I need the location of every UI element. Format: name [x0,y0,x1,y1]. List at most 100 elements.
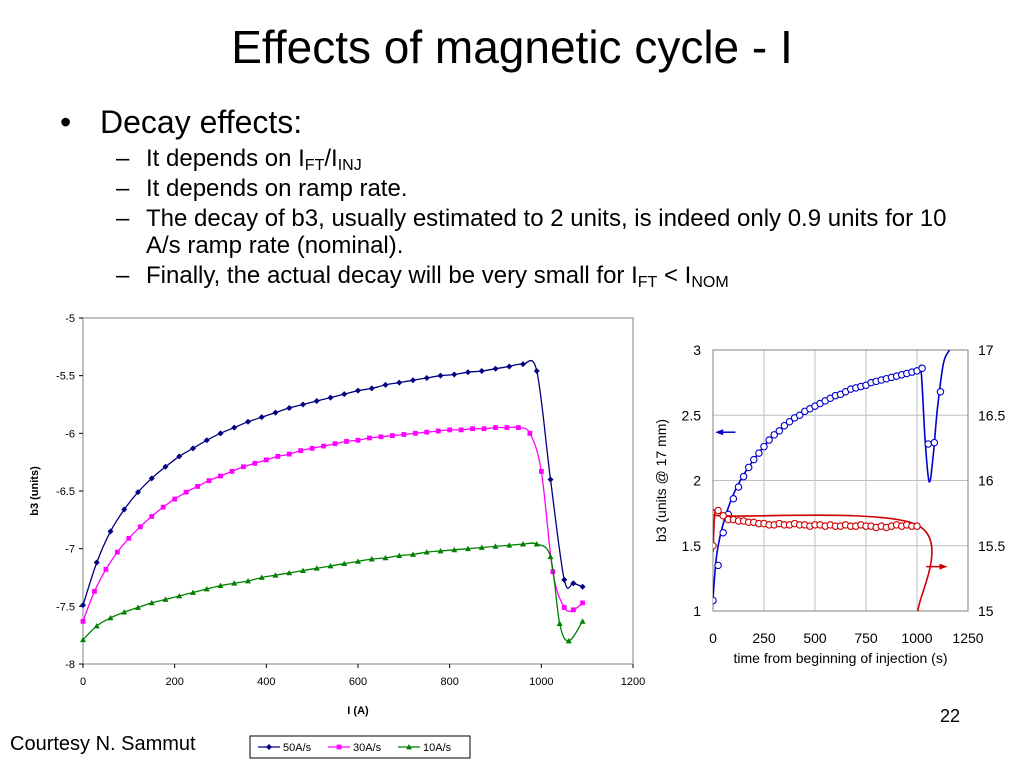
y-axis-title: b3 (units @ 17 mm) [653,419,669,542]
data-point [80,618,86,624]
data-point [930,438,939,447]
series-line [713,509,933,611]
data-point [355,558,361,564]
data-point [744,463,753,472]
series-50A/s [80,359,586,609]
sub-bullet-2: – It depends on ramp rate. [60,175,980,202]
x-tick-label: 1250 [952,630,983,646]
y-axis-title: b3 (units) [29,466,41,516]
courtesy-credit: Courtesy N. Sammut [10,733,196,755]
data-point [579,618,586,624]
series-left-axis [713,350,951,605]
data-point [470,426,475,432]
x-tick-label: 800 [440,676,458,688]
data-point [114,549,120,555]
data-point [92,588,97,594]
y-tick-label: 3 [693,342,701,358]
data-point [183,489,189,495]
y-tick-label: -8 [65,659,75,671]
data-point [561,605,567,610]
series-30A/s [80,425,585,624]
y-tick-label: 2.5 [682,407,702,423]
data-point [571,607,576,613]
data-point [241,464,246,470]
y-tick-label: -7 [65,544,75,556]
sub-bullet-4: – Finally, the actual decay will be very … [60,262,980,291]
data-point [258,574,265,580]
data-point [734,483,743,491]
data-point [195,483,200,489]
data-point [300,401,306,408]
data-point [533,368,540,375]
legend: 50A/s 30A/s 10A/s [249,735,471,759]
bullet-dot: • [60,104,72,140]
data-point [492,365,499,372]
data-point [160,504,166,510]
data-point [121,506,128,513]
data-point [556,620,563,627]
data-point [368,385,375,392]
data-point [341,560,348,567]
data-point [478,544,485,550]
data-point [396,552,403,558]
sub1-subscript-b: INJ [337,157,362,174]
data-point [447,427,453,433]
data-point [203,437,210,444]
data-point [458,427,464,433]
dash: – [116,262,130,289]
data-point [286,569,293,576]
bullet-list: • Decay effects: – It depends on IFT/IINJ … [60,104,980,292]
data-point [739,472,748,481]
data-point [570,580,577,587]
y2-tick-label: 15 [978,603,994,619]
bullet-text: Decay effects: [100,104,303,140]
data-point [107,614,114,621]
data-point [190,445,196,452]
data-point [713,596,717,605]
data-point [760,442,768,451]
data-point [176,453,183,460]
data-point [401,432,407,437]
data-point [190,589,196,595]
data-point [533,541,540,547]
data-point [389,433,395,439]
b3-vs-current-chart: -5 -5.5 -6 -6.5 -7 -7.5 -8 0 200 400 600 800 1000 120… [29,313,645,759]
data-point [137,524,143,530]
data-point [520,361,526,368]
x-axis-title: time from beginning of injection (s) [734,650,948,666]
data-point [451,371,458,378]
data-point [913,522,921,530]
slide-title: Effects of magnetic cycle - I [231,21,793,73]
data-point [451,546,458,553]
sub-bullet-3: – The decay of b3, usually estimated to 2… [60,205,980,259]
data-point [382,554,389,561]
x-tick-label: 400 [257,676,275,688]
data-point [103,567,109,572]
data-point [149,513,155,519]
data-point [396,379,403,386]
data-point [785,418,794,426]
plot-area [82,317,634,665]
sub4-subscript-a: FT [637,274,658,291]
data-point [229,468,235,474]
data-point [231,580,238,586]
data-point [423,374,430,381]
dash: – [116,205,130,232]
sub1-subscript-a: FT [304,157,325,174]
data-point [135,604,141,610]
data-point [172,496,178,502]
data-point [465,545,471,552]
x-tick-label: 600 [349,676,367,688]
data-point [506,363,513,370]
data-point [538,468,544,474]
data-point [561,576,568,583]
data-point [504,425,510,430]
data-point [231,424,238,431]
sub4-mid: < I [657,262,692,289]
data-point [298,448,304,454]
data-point [765,436,773,444]
data-point [344,439,349,444]
data-point [580,600,585,606]
data-point [263,457,269,463]
dash: – [116,145,130,172]
